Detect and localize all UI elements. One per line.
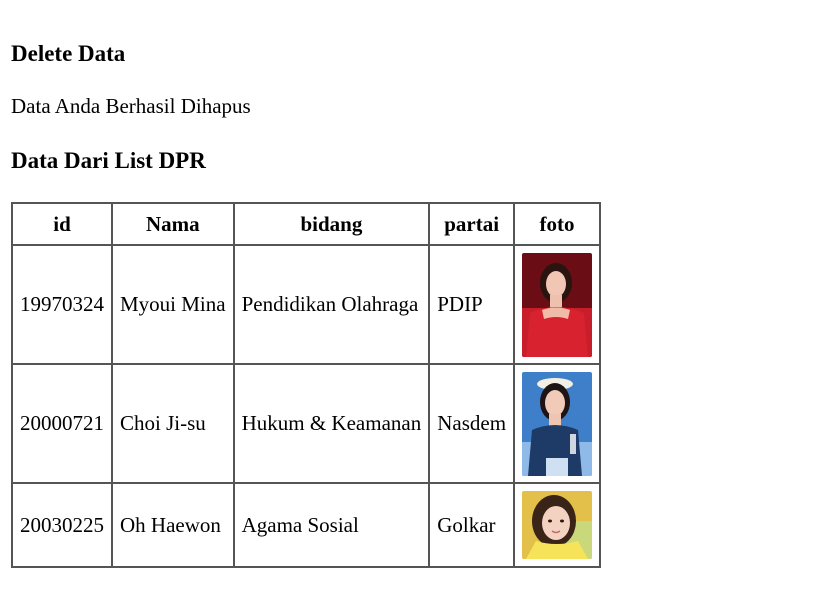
cell-id: 20030225 bbox=[12, 483, 112, 567]
table-row: 20030225 Oh Haewon Agama Sosial Golkar bbox=[12, 483, 600, 567]
cell-bidang: Agama Sosial bbox=[234, 483, 430, 567]
table-row: 20000721 Choi Ji-su Hukum & Keamanan Nas… bbox=[12, 364, 600, 483]
cell-partai: Nasdem bbox=[429, 364, 514, 483]
table-header-row: id Nama bidang partai foto bbox=[12, 203, 600, 245]
header-id: id bbox=[12, 203, 112, 245]
cell-foto bbox=[514, 364, 600, 483]
person-photo-icon bbox=[522, 253, 592, 357]
cell-foto bbox=[514, 245, 600, 364]
person-photo-icon bbox=[522, 491, 592, 559]
cell-nama: Myoui Mina bbox=[112, 245, 234, 364]
cell-nama: Choi Ji-su bbox=[112, 364, 234, 483]
person-photo-icon bbox=[522, 372, 592, 476]
cell-bidang: Hukum & Keamanan bbox=[234, 364, 430, 483]
cell-id: 20000721 bbox=[12, 364, 112, 483]
cell-foto bbox=[514, 483, 600, 567]
header-nama: Nama bbox=[112, 203, 234, 245]
table-row: 19970324 Myoui Mina Pendidikan Olahraga … bbox=[12, 245, 600, 364]
header-partai: partai bbox=[429, 203, 514, 245]
status-message: Data Anda Berhasil Dihapus bbox=[11, 94, 251, 118]
cell-partai: Golkar bbox=[429, 483, 514, 567]
cell-bidang: Pendidikan Olahraga bbox=[234, 245, 430, 364]
cell-partai: PDIP bbox=[429, 245, 514, 364]
dpr-table: id Nama bidang partai foto 19970324 Myou… bbox=[11, 202, 601, 568]
header-bidang: bidang bbox=[234, 203, 430, 245]
cell-nama: Oh Haewon bbox=[112, 483, 234, 567]
header-foto: foto bbox=[514, 203, 600, 245]
page-title: Delete Data bbox=[11, 41, 125, 67]
list-title: Data Dari List DPR bbox=[11, 148, 206, 174]
cell-id: 19970324 bbox=[12, 245, 112, 364]
